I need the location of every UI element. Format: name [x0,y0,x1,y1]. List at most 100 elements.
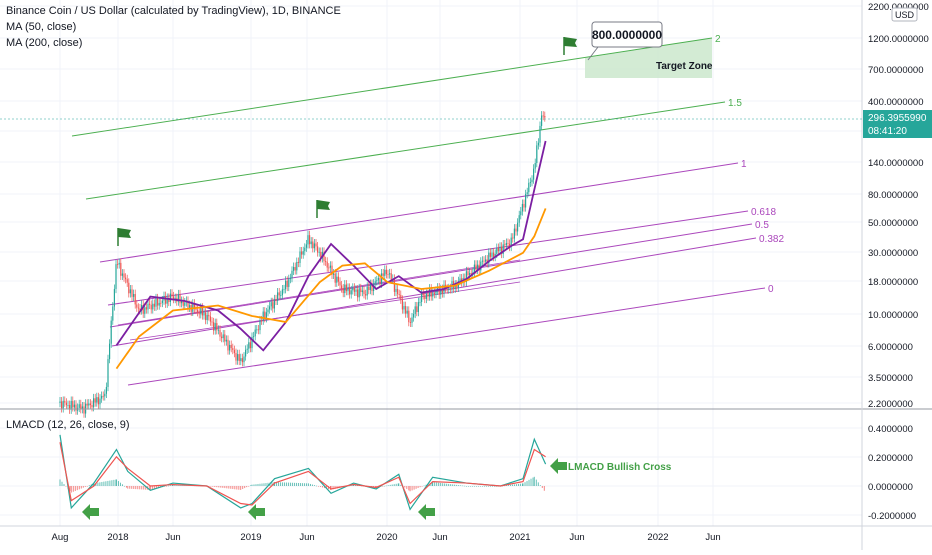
target-callout-box[interactable] [591,21,663,48]
candle-body [419,301,421,303]
candle-body [232,348,234,351]
lmacd-histogram-bar [95,483,97,486]
lmacd-histogram-bar [78,486,80,490]
candle-body [243,356,245,363]
candle-body [488,252,490,264]
candle-body [125,277,127,280]
candle-body [93,398,95,408]
candle-body [406,310,408,314]
lmacd-tick-label: 0.2000000 [868,453,913,464]
candle-body [525,194,527,208]
lmacd-histogram-bar [423,485,425,487]
lmacd-histogram-bar [123,485,125,487]
channel-level-label: 0.618 [751,207,776,218]
lmacd-histogram-bar [250,485,252,486]
time-tick-label: Jun [299,532,314,543]
lmacd-histogram-bar [373,486,375,488]
ma200-legend[interactable]: MA (200, close) [6,37,83,49]
lmacd-histogram-bar [425,484,427,486]
candle-body [224,334,226,342]
time-axis[interactable]: Aug 2018 Jun 2019 Jun 2020 Jun 2021 Jun 2022 Jun [52,532,721,543]
lmacd-histogram-bar [383,485,385,487]
lmacd-histogram-bar [413,486,415,490]
candle-body [318,251,320,253]
candle-body [152,303,154,310]
candle-body [536,145,538,164]
candle-body [80,404,82,410]
time-tick-label: 2022 [647,532,668,543]
lmacd-histogram-bar [176,484,178,486]
candle-body [248,342,250,349]
candle-body [105,386,107,394]
ma50-legend[interactable]: MA (50, close) [6,21,77,33]
candle-body [542,115,544,117]
candle-body [96,397,98,403]
candle-body [286,280,288,287]
arrow-icon [418,504,435,520]
candle-body [205,312,207,321]
candle-body [219,329,221,337]
candle-body [496,247,498,254]
lmacd-histogram-bar [61,481,63,486]
candle-body [285,280,287,290]
candle-body [181,300,183,304]
lmacd-histogram-bar [149,486,151,490]
candle-body [459,278,461,282]
candle-body [337,276,339,282]
candle-body [312,241,314,249]
candle-body [269,306,271,310]
lmacd-histogram-bar [80,486,82,489]
candle-body [153,303,155,307]
lmacd-histogram-bar [482,486,484,487]
candle-body [256,329,258,331]
candle-body [165,296,167,304]
lmacd-histogram-bar [290,482,292,486]
candle-body [155,298,157,307]
lmacd-histogram-bar [97,482,99,486]
lmacd-histogram-bar [121,484,123,486]
lmacd-histogram-bar [165,486,167,487]
lmacd-histogram-bar [434,482,436,486]
candle-body [358,288,360,298]
lmacd-histogram-bar [311,484,313,486]
lmacd-histogram-bar [151,486,153,490]
candle-body [128,282,130,294]
price-axis[interactable]: 2200.00000001200.0000000700.0000000400.0… [868,2,929,410]
candle-body [505,242,507,246]
lmacd-histogram-bar [105,481,107,486]
target-callout-pointer [587,46,599,61]
lmacd-legend[interactable]: LMACD (12, 26, close, 9) [6,419,130,431]
lmacd-histogram-bar [484,486,486,487]
candle-body [446,288,448,290]
candle-body [541,115,543,126]
candle-body [296,261,298,271]
candle-body [259,320,261,331]
currency-badge[interactable] [891,7,918,22]
lmacd-histogram-bar [284,482,286,486]
ma200-line [115,208,547,370]
lmacd-histogram-bar [210,486,212,487]
candle-body [489,252,491,257]
candle-body [160,302,162,304]
lmacd-histogram-bar [220,486,222,488]
candle-body [379,277,381,284]
lmacd-histogram-bar [302,483,304,486]
symbol-legend[interactable]: Binance Coin / US Dollar (calculated by … [6,5,341,17]
lmacd-histogram-bar [519,483,521,486]
candle-body [291,270,293,279]
candle-body [203,312,205,316]
lmacd-histogram-bar [438,482,440,486]
candle-body [134,294,136,305]
lmacd-histogram-bar [517,483,519,486]
candle-body [145,307,147,310]
candle-body [401,299,403,310]
candle-body [179,294,181,304]
time-tick-label: Jun [432,532,447,543]
candle-body [395,288,397,292]
lmacd-axis[interactable]: 0.4000000 0.2000000 0.0000000 -0.2000000 [868,424,916,522]
candle-body [355,289,357,292]
currency-label: USD [895,10,915,20]
candle-body [504,244,506,246]
